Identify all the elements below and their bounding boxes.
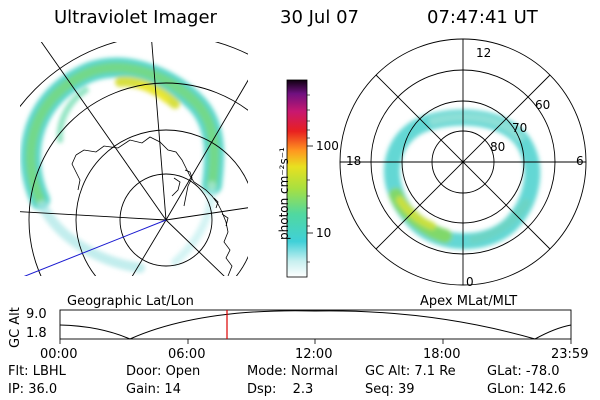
timeline-ytick-low: 1.8 (26, 326, 47, 341)
info-dsp: Dsp: 2.3 (247, 382, 313, 397)
mlt-label-12: 12 (476, 46, 492, 60)
auroral-oval-magnetic (383, 109, 541, 250)
lat-label-60: 60 (535, 98, 551, 112)
colorbar-unit-label: photon cm⁻²s⁻¹ (277, 147, 291, 240)
colorbar-tick-100: 100 (316, 139, 339, 153)
timeline-xtick: 00:00 (40, 347, 78, 362)
info-ip: IP: 36.0 (8, 382, 57, 397)
instrument-title: Ultraviolet Imager (54, 7, 217, 28)
geographic-caption: Geographic Lat/Lon (67, 294, 194, 309)
lat-label-70: 70 (512, 121, 528, 135)
info-key: GLat: (487, 364, 522, 379)
geographic-map (20, 42, 248, 276)
info-key: Seq: (365, 382, 394, 397)
auroral-oval-geographic (20, 57, 225, 273)
timeline-xtick: 06:00 (168, 347, 206, 362)
info-value: 39 (398, 382, 415, 397)
orbit-altitude-timeline (59, 309, 572, 344)
colorbar-tick-10: 10 (316, 226, 332, 240)
info-glat: GLat: -78.0 (487, 364, 560, 379)
info-value: 14 (164, 382, 181, 397)
info-value: LBHL (32, 364, 66, 379)
timeline-xtick: 12:00 (295, 347, 333, 362)
info-value: 7.1 Re (414, 364, 456, 379)
meridian-lines (20, 42, 248, 276)
info-value: 2.3 (292, 382, 314, 397)
info-door: Door: Open (126, 364, 200, 379)
timeline-ylabel: GC Alt (8, 307, 23, 348)
info-key: Flt: (8, 364, 29, 379)
info-gc-alt: GC Alt: 7.1 Re (365, 364, 456, 379)
info-key: GLon: (487, 382, 525, 397)
info-glon: GLon: 142.6 (487, 382, 566, 397)
observation-date: 30 Jul 07 (280, 7, 359, 28)
mlt-label-6: 6 (576, 154, 584, 168)
info-flt: Flt: LBHL (8, 364, 66, 379)
mlt-label-18: 18 (346, 154, 362, 168)
lat-label-80: 80 (490, 140, 506, 154)
timeline-ytick-high: 9.0 (26, 307, 47, 322)
timeline-xtick: 23:59 (551, 347, 589, 362)
timeline-xtick: 18:00 (423, 347, 461, 362)
magnetic-polar-plot (339, 38, 587, 286)
info-gain: Gain: 14 (126, 382, 181, 397)
info-value: Open (165, 364, 201, 379)
magnetic-caption: Apex MLat/MLT (420, 294, 518, 309)
reference-meridian (23, 219, 167, 276)
info-key: IP: (8, 382, 25, 397)
mlt-label-0: 0 (466, 275, 474, 289)
info-key: Mode: (247, 364, 287, 379)
info-key: Gain: (126, 382, 161, 397)
info-value: 142.6 (528, 382, 567, 397)
info-value: Normal (290, 364, 338, 379)
info-key: Door: (126, 364, 162, 379)
info-value: -78.0 (525, 364, 560, 379)
coastline (71, 136, 233, 276)
info-key: GC Alt: (365, 364, 411, 379)
info-value: 36.0 (28, 382, 58, 397)
info-mode: Mode: Normal (247, 364, 338, 379)
observation-time: 07:47:41 UT (427, 7, 538, 28)
info-seq: Seq: 39 (365, 382, 415, 397)
color-scale (286, 79, 313, 278)
info-key: Dsp: (247, 382, 277, 397)
latitude-circles (20, 42, 248, 276)
